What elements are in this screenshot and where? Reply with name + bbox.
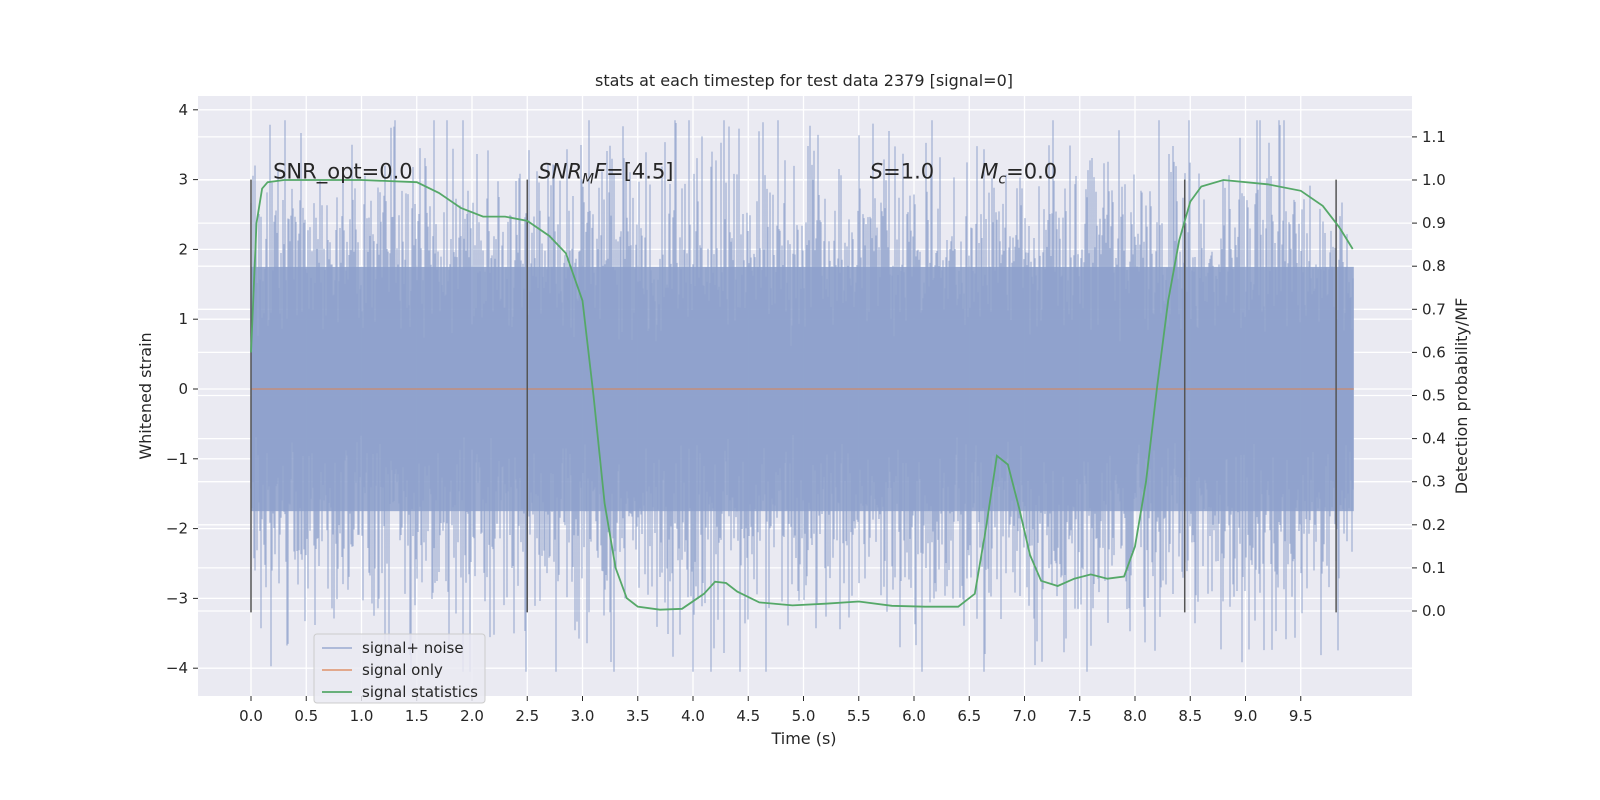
y-right-tick-label: 0.5 <box>1422 387 1446 405</box>
y-axis-right-ticks: 1.1 1.0 0.9 0.8 0.7 0.6 0.5 0.4 0.3 0.2 0.1 0.0 <box>1412 128 1446 620</box>
legend: signal+ noise signal only signal statistic… <box>313 633 486 704</box>
x-tick-label: 5.0 <box>792 707 816 725</box>
y-right-tick-label: 0.3 <box>1422 473 1446 491</box>
series-signal-statistics <box>250 179 1354 611</box>
y-right-tick-label: 0.8 <box>1422 257 1446 275</box>
legend-label: signal+ noise <box>362 639 464 657</box>
x-tick-label: 2.0 <box>460 707 484 725</box>
y-tick-label: −1 <box>166 450 188 468</box>
y-axis-right-title: Detection probability/MF <box>1452 298 1471 495</box>
y-tick-label: 1 <box>178 310 188 328</box>
y-axis-left-ticks: 4 3 2 1 0 −1 −2 −3 −4 <box>166 101 198 677</box>
x-tick-label: 7.0 <box>1013 707 1037 725</box>
x-axis-ticks: 0.0 0.5 1.0 1.5 2.0 2.5 3.0 3.5 4.0 4.5 5.0 5.5 6.0 6… <box>239 696 1313 725</box>
y-tick-label: 3 <box>178 171 188 189</box>
x-tick-label: 6.0 <box>902 707 926 725</box>
x-tick-label: 0.0 <box>239 707 263 725</box>
y-tick-label: 0 <box>178 380 188 398</box>
y-right-tick-label: 1.0 <box>1422 171 1446 189</box>
vertical-markers <box>250 179 1337 613</box>
y-right-tick-label: 0.7 <box>1422 300 1446 318</box>
x-tick-label: 4.5 <box>736 707 760 725</box>
y-right-tick-label: 0.6 <box>1422 343 1446 361</box>
chart-title: stats at each timestep for test data 237… <box>595 71 1013 90</box>
y-right-tick-label: 0.1 <box>1422 559 1446 577</box>
x-tick-label: 6.5 <box>957 707 981 725</box>
y-tick-label: −4 <box>166 659 188 677</box>
y-tick-label: 2 <box>178 240 188 258</box>
x-tick-label: 3.0 <box>571 707 595 725</box>
y-tick-label: −3 <box>166 589 188 607</box>
x-tick-label: 9.0 <box>1234 707 1258 725</box>
y-axis-left-title: Whitened strain <box>136 332 155 459</box>
x-tick-label: 9.5 <box>1289 707 1313 725</box>
x-tick-label: 3.5 <box>626 707 650 725</box>
annotation-label: S=1.0 <box>870 160 934 184</box>
annotation-label: SNR_opt=0.0 <box>273 160 413 185</box>
y-right-tick-label: 0.2 <box>1422 516 1446 534</box>
annotation-label: SNRMF=[4.5] <box>538 160 673 188</box>
y-right-tick-label: 0.9 <box>1422 214 1446 232</box>
annotation-label: Mc=0.0 <box>980 160 1057 188</box>
legend-label: signal only <box>362 661 443 679</box>
x-tick-label: 5.5 <box>847 707 871 725</box>
y-right-tick-label: 0.4 <box>1422 430 1446 448</box>
x-tick-label: 1.5 <box>405 707 429 725</box>
x-tick-label: 4.0 <box>681 707 705 725</box>
x-tick-label: 8.0 <box>1123 707 1147 725</box>
y-right-tick-label: 0.0 <box>1422 602 1446 620</box>
y-right-tick-label: 1.1 <box>1422 128 1446 146</box>
x-tick-label: 7.5 <box>1068 707 1092 725</box>
x-tick-label: 1.0 <box>350 707 374 725</box>
y-tick-label: 4 <box>178 101 188 119</box>
annotations: SNR_opt=0.0 SNRMF=[4.5] S=1.0 Mc=0.0 <box>273 160 1057 188</box>
x-tick-label: 2.5 <box>515 707 539 725</box>
x-tick-label: 0.5 <box>294 707 318 725</box>
legend-box <box>313 633 486 704</box>
y-tick-label: −2 <box>166 520 188 538</box>
x-axis-title: Time (s) <box>770 729 836 748</box>
x-tick-label: 8.5 <box>1178 707 1202 725</box>
legend-label: signal statistics <box>362 683 478 701</box>
signal-statistics-line <box>250 179 1354 611</box>
